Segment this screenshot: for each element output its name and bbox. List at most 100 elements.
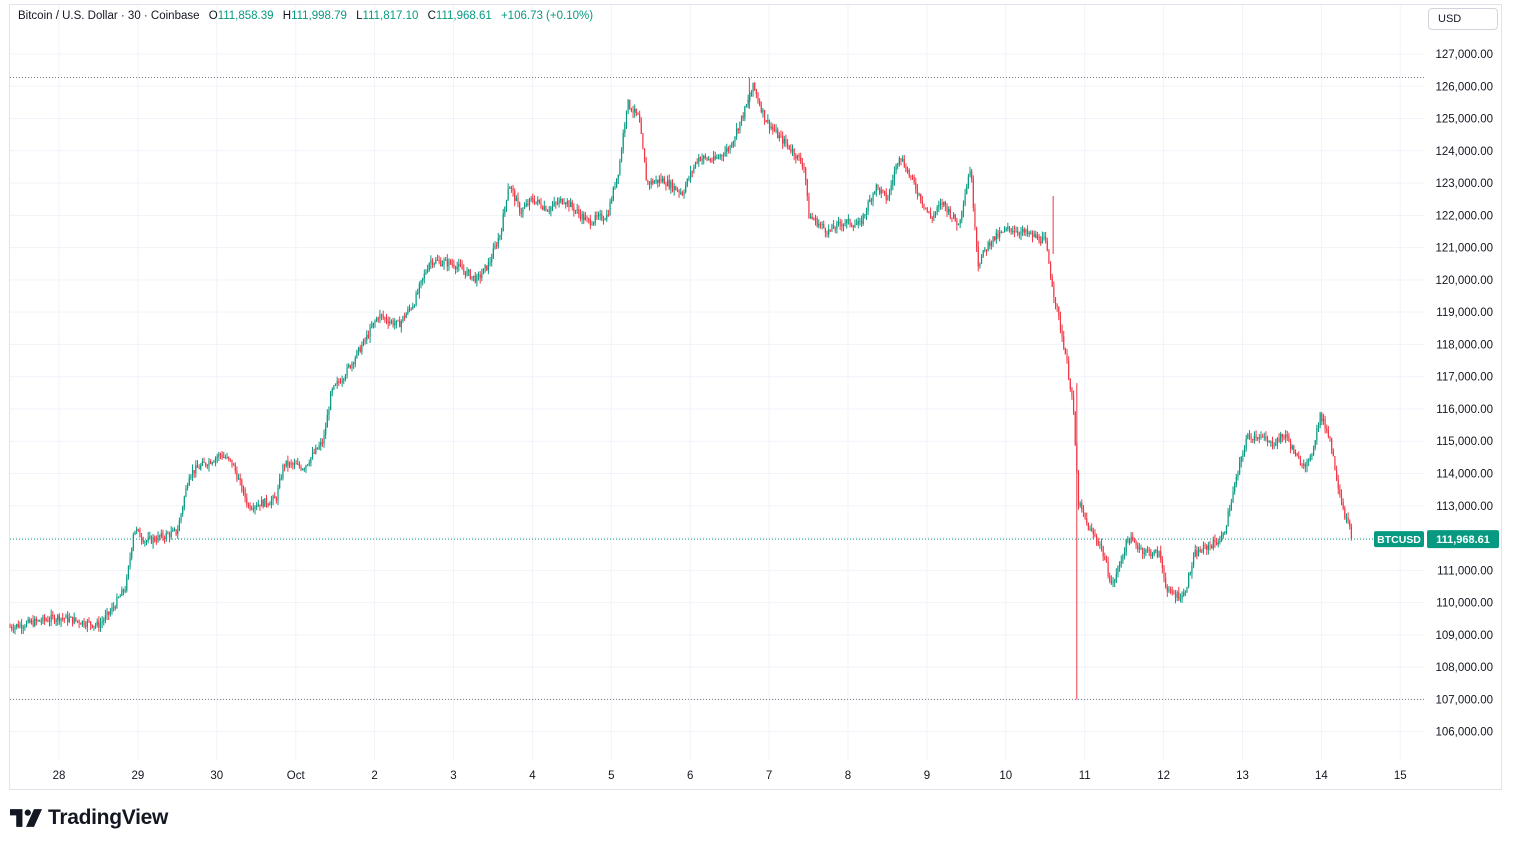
candle-body [1148, 550, 1150, 552]
candle-body [658, 178, 660, 183]
candle-body [931, 218, 933, 220]
candle-body [558, 200, 560, 204]
candle-body [362, 339, 365, 346]
candle-body [162, 532, 164, 538]
candle-body [188, 477, 190, 486]
candle-body [316, 447, 319, 450]
candle-body [528, 198, 531, 206]
candle-body [759, 100, 761, 106]
candle-body [505, 200, 508, 208]
candle-body [1248, 434, 1251, 437]
candle-body [1146, 549, 1149, 551]
currency-selector[interactable]: USD [1428, 8, 1498, 30]
candle-body [588, 218, 590, 220]
candle-body [980, 256, 983, 264]
candle-body [1184, 592, 1186, 594]
candle-body [854, 225, 856, 228]
candle-body [1068, 360, 1070, 380]
candle-body [295, 463, 297, 465]
candle-body [98, 621, 100, 628]
candle-body [502, 213, 504, 232]
candle-body [724, 151, 726, 156]
candle-body [1102, 546, 1104, 557]
last-price-badge [1427, 530, 1499, 549]
candle-body [1296, 453, 1298, 457]
candle-body [351, 362, 353, 368]
candle-body [9, 626, 11, 628]
candle-body [1294, 453, 1297, 455]
candle-body [441, 264, 443, 266]
candle-body [826, 232, 828, 235]
candle-body [323, 434, 325, 444]
candle-body [872, 193, 874, 201]
candle-body [1069, 379, 1071, 390]
candle-body [1161, 559, 1163, 568]
candle-body [713, 156, 715, 161]
candle-body [131, 548, 133, 558]
candle-body [642, 133, 644, 149]
price-tick-label: 120,000.00 [1435, 275, 1493, 287]
candle-body [821, 224, 823, 226]
candle-body [1304, 464, 1306, 467]
candle-body [93, 625, 95, 628]
candle-body [142, 539, 144, 543]
candle-body [382, 315, 384, 318]
candle-body [578, 209, 580, 214]
close-value: 111,968.61 [435, 10, 492, 22]
candle-body [1165, 578, 1167, 588]
candle-body [553, 202, 555, 206]
candle-body [879, 187, 881, 194]
time-tick-label: Oct [287, 770, 306, 782]
ticker-label: BTCUSD [1377, 534, 1421, 546]
candle-body [1197, 549, 1200, 557]
candle-body [1033, 234, 1035, 237]
candle-body [574, 210, 577, 212]
candle-body [1321, 413, 1323, 422]
candle-body [154, 537, 156, 541]
candle-body [170, 531, 172, 538]
candle-body [399, 320, 401, 328]
candle-body [852, 226, 854, 228]
candle-body [962, 204, 965, 212]
candle-body [990, 242, 993, 246]
candle-body [647, 180, 649, 183]
tradingview-logo[interactable]: TradingView [10, 806, 168, 830]
candle-body [504, 207, 506, 214]
candle-body [964, 194, 966, 205]
candle-body [655, 179, 657, 182]
candle-body [280, 478, 282, 480]
candle-body [711, 160, 713, 162]
brand-name: TradingView [48, 806, 169, 829]
candle-body [1255, 435, 1257, 439]
candle-body [90, 621, 92, 625]
candle-body [1079, 503, 1081, 506]
close-label: C [427, 10, 436, 22]
candle-body [134, 530, 136, 535]
candle-body [1301, 465, 1303, 467]
candle-body [1120, 560, 1122, 564]
candle-body [435, 260, 437, 264]
candle-body [1220, 536, 1223, 542]
candle-body [357, 347, 360, 351]
candle-body [903, 159, 905, 167]
candle-body [560, 198, 562, 201]
candle-body [492, 248, 494, 259]
candle-body [959, 219, 961, 224]
candle-body [525, 203, 527, 207]
candle-body [736, 128, 738, 137]
candle-body [334, 384, 337, 386]
candle-body [740, 115, 743, 122]
time-tick-label: 5 [608, 770, 614, 782]
candle-body [78, 620, 80, 624]
candle-body [410, 308, 412, 310]
candle-body [1308, 459, 1310, 461]
candle-body [512, 188, 514, 192]
candle-body [928, 211, 930, 213]
candle-body [139, 529, 141, 538]
candle-body [833, 225, 835, 229]
price-tick-label: 113,000.00 [1436, 501, 1493, 513]
candle-body [24, 626, 26, 628]
candle-body [1201, 551, 1203, 553]
candle-body [402, 316, 404, 321]
